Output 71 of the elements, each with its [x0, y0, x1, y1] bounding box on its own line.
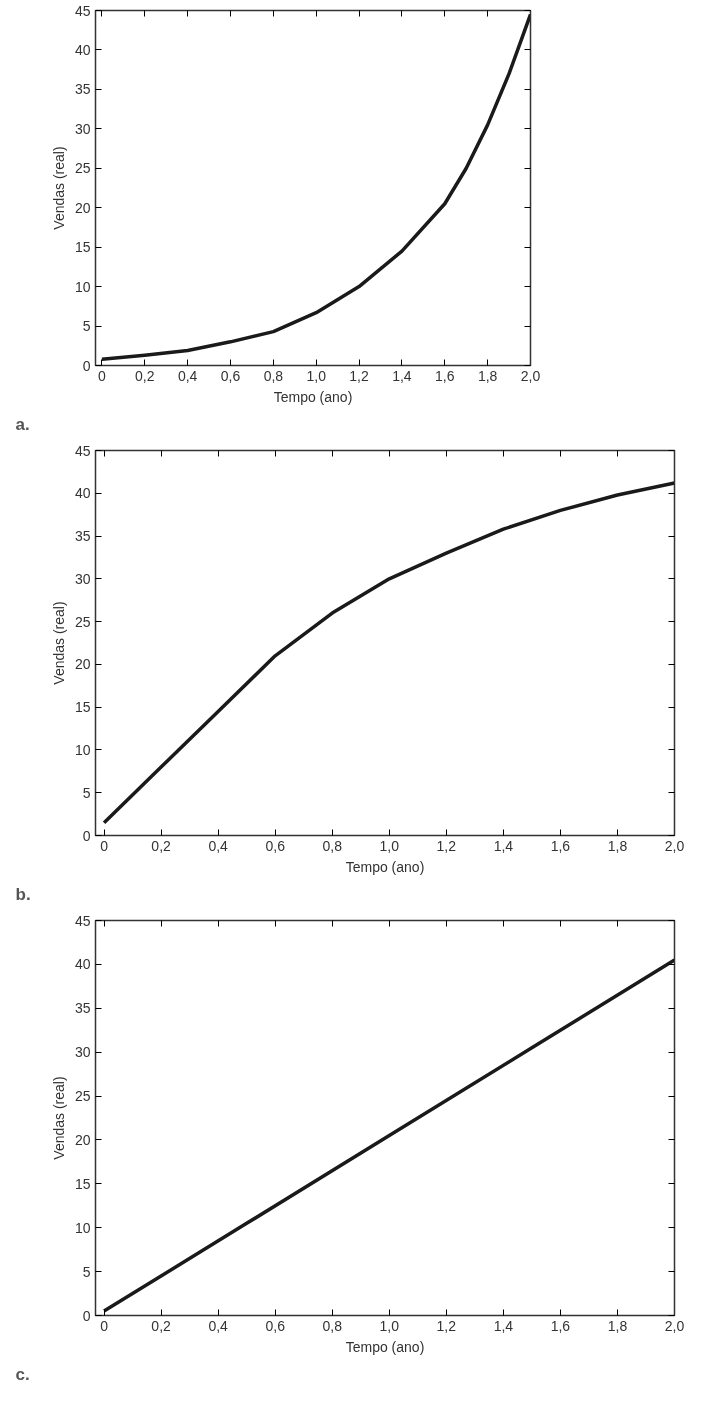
line-series: [102, 481, 675, 825]
text: b.: [15, 884, 31, 904]
y-tick-label: 15: [74, 1175, 91, 1192]
x-tick-label: 1,8: [607, 837, 628, 854]
y-axis-title: Vendas (real): [50, 601, 67, 685]
line-series: [102, 958, 675, 1313]
x-tick-label: 0,8: [322, 837, 343, 854]
x-tick-label: 1,8: [477, 367, 498, 384]
x-tick-label: 1,0: [379, 837, 400, 854]
y-tick-label: 25: [74, 613, 91, 630]
y-tick-label: 45: [74, 912, 91, 929]
text: a.: [15, 414, 30, 434]
y-tick-label: 40: [74, 41, 91, 58]
y-tick-label: 25: [74, 1088, 91, 1105]
x-tick-label: 0,4: [208, 1317, 229, 1334]
x-axis-title: Tempo (ano): [273, 388, 353, 405]
y-tick-label: 35: [74, 81, 91, 98]
x-tick-label: 0,4: [208, 837, 229, 854]
y-axis-title: Vendas (real): [50, 1076, 67, 1160]
y-tick-label: 35: [74, 1000, 91, 1017]
y-tick-label: 40: [74, 956, 91, 973]
x-tick-label: 2,0: [664, 837, 685, 854]
x-tick-label: 0: [98, 367, 107, 384]
y-tick-label: 20: [74, 656, 91, 673]
y-tick-label: 30: [74, 1044, 91, 1061]
x-tick-label: 1,6: [550, 837, 571, 854]
y-tick-label: 5: [82, 784, 91, 801]
y-tick-label: 10: [74, 278, 91, 295]
x-tick-label: 1,2: [436, 1317, 457, 1334]
x-tick-label: 0,8: [322, 1317, 343, 1334]
x-tick-label: 1,8: [607, 1317, 628, 1334]
x-tick-label: 0,6: [265, 1317, 286, 1334]
y-tick-label: 15: [74, 239, 91, 256]
x-tick-label: 2,0: [520, 367, 541, 384]
x-tick-label: 0: [100, 837, 109, 854]
y-tick-label: 35: [74, 528, 91, 545]
x-tick-label: 0,2: [151, 1317, 172, 1334]
x-tick-label: 2,0: [664, 1317, 685, 1334]
x-tick-label: 1,4: [392, 367, 412, 384]
y-tick-label: 40: [74, 485, 91, 502]
x-tick-label: 1,0: [379, 1317, 400, 1334]
y-tick-label: 30: [74, 120, 91, 137]
y-tick-label: 45: [74, 442, 91, 459]
text: c.: [15, 1364, 30, 1384]
y-tick-label: 15: [74, 699, 91, 716]
y-tick-label: 20: [74, 199, 91, 216]
y-tick-label: 5: [82, 1263, 91, 1280]
y-tick-label: 5: [82, 318, 91, 335]
y-tick-label: 45: [74, 2, 91, 19]
x-tick-label: 0,4: [177, 367, 198, 384]
x-tick-label: 0: [100, 1317, 109, 1334]
x-tick-label: 1,0: [306, 367, 327, 384]
x-tick-label: 1,6: [550, 1317, 571, 1334]
y-tick-label: 30: [74, 570, 91, 587]
x-tick-label: 1,4: [493, 837, 514, 854]
y-tick-label: 10: [74, 741, 91, 758]
x-tick-label: 0,6: [265, 837, 286, 854]
x-tick-label: 1,2: [349, 367, 370, 384]
x-tick-label: 0,2: [151, 837, 172, 854]
y-tick-label: 10: [74, 1219, 91, 1236]
y-tick-label: 25: [74, 160, 91, 177]
y-tick-label: 20: [74, 1131, 91, 1148]
x-axis-title: Tempo (ano): [345, 858, 425, 875]
x-tick-label: 1,4: [493, 1317, 514, 1334]
x-tick-label: 0,8: [263, 367, 284, 384]
x-axis-title: Tempo (ano): [345, 1338, 425, 1355]
x-tick-label: 1,6: [435, 367, 455, 384]
x-tick-label: 0,2: [135, 367, 155, 384]
y-axis-title: Vendas (real): [50, 146, 67, 230]
x-tick-label: 0,6: [220, 367, 241, 384]
x-tick-label: 1,2: [436, 837, 457, 854]
